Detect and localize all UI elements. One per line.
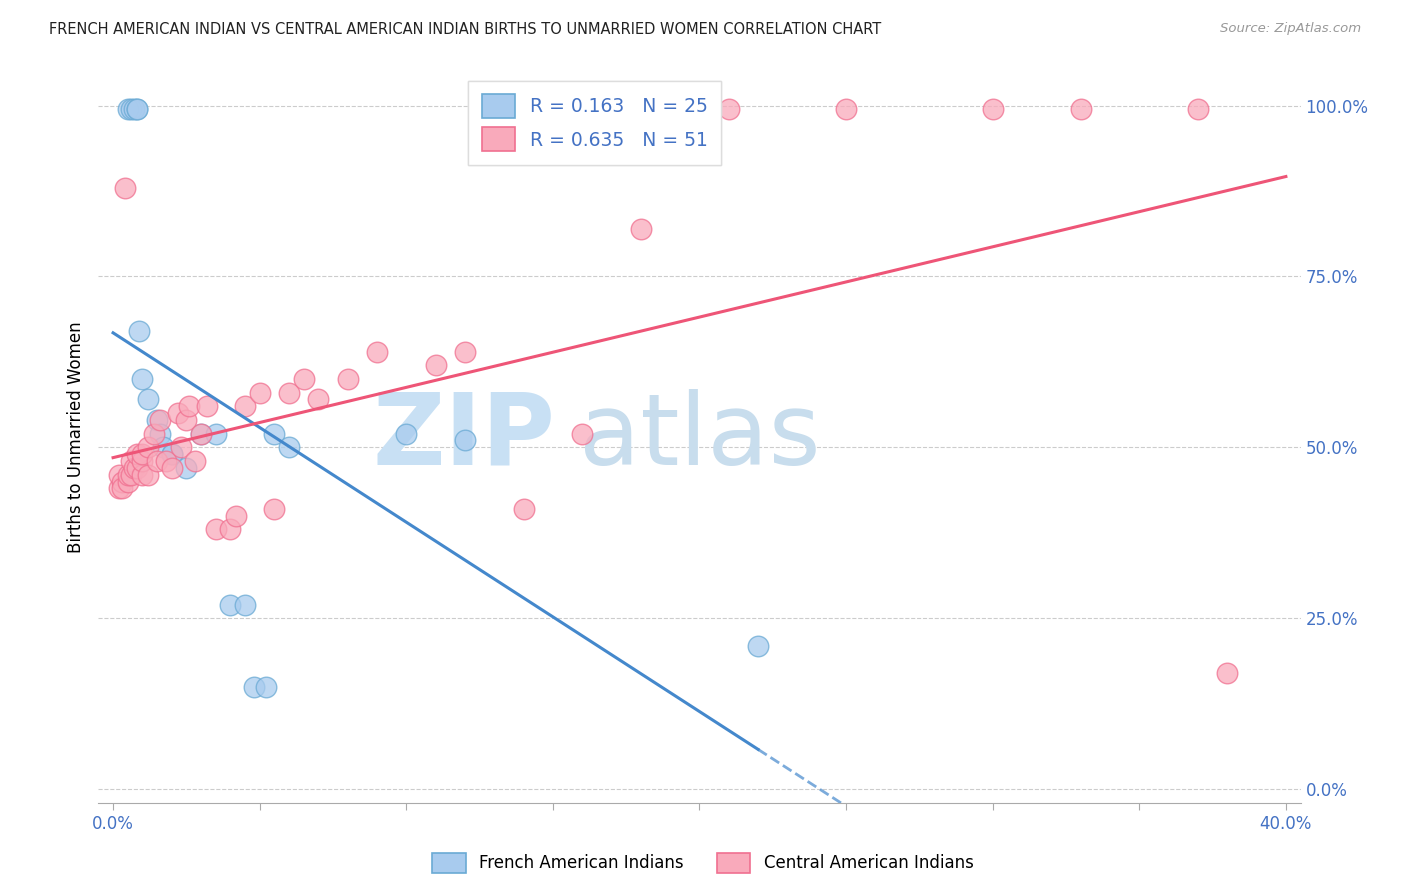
Point	[160, 447, 183, 461]
Point	[630, 221, 652, 235]
Point	[835, 102, 858, 116]
Point	[249, 385, 271, 400]
Point	[117, 467, 139, 482]
Point	[1187, 102, 1209, 116]
Point	[454, 434, 477, 448]
Point	[195, 400, 218, 414]
Point	[117, 102, 139, 116]
Point	[278, 385, 301, 400]
Point	[122, 102, 145, 116]
Point	[219, 522, 242, 536]
Point	[125, 102, 148, 116]
Point	[190, 426, 212, 441]
Point	[131, 454, 153, 468]
Point	[263, 501, 285, 516]
Point	[219, 598, 242, 612]
Point	[120, 454, 142, 468]
Point	[292, 372, 315, 386]
Point	[366, 344, 388, 359]
Point	[149, 426, 172, 441]
Point	[233, 598, 256, 612]
Point	[190, 426, 212, 441]
Point	[176, 460, 198, 475]
Point	[136, 392, 159, 407]
Point	[169, 440, 191, 454]
Point	[225, 508, 247, 523]
Text: Source: ZipAtlas.com: Source: ZipAtlas.com	[1220, 22, 1361, 36]
Point	[160, 460, 183, 475]
Point	[122, 460, 145, 475]
Point	[111, 475, 134, 489]
Point	[146, 454, 169, 468]
Point	[131, 467, 153, 482]
Point	[117, 475, 139, 489]
Point	[149, 413, 172, 427]
Point	[263, 426, 285, 441]
Point	[336, 372, 359, 386]
Point	[307, 392, 329, 407]
Point	[166, 406, 188, 420]
Text: atlas: atlas	[579, 389, 821, 485]
Point	[1070, 102, 1092, 116]
Point	[204, 426, 226, 441]
Point	[176, 413, 198, 427]
Text: ZIP: ZIP	[373, 389, 555, 485]
Point	[233, 400, 256, 414]
Legend: R = 0.163   N = 25, R = 0.635   N = 51: R = 0.163 N = 25, R = 0.635 N = 51	[468, 81, 721, 164]
Point	[155, 454, 177, 468]
Point	[981, 102, 1004, 116]
Point	[184, 454, 207, 468]
Point	[1216, 665, 1239, 680]
Point	[125, 447, 148, 461]
Point	[395, 426, 418, 441]
Point	[111, 481, 134, 495]
Point	[108, 467, 131, 482]
Legend: French American Indians, Central American Indians: French American Indians, Central America…	[426, 847, 980, 880]
Point	[512, 501, 534, 516]
Point	[747, 639, 769, 653]
Point	[125, 460, 148, 475]
Point	[114, 180, 136, 194]
Point	[120, 467, 142, 482]
Point	[160, 447, 183, 461]
Point	[108, 481, 131, 495]
Point	[125, 102, 148, 116]
Point	[146, 413, 169, 427]
Text: FRENCH AMERICAN INDIAN VS CENTRAL AMERICAN INDIAN BIRTHS TO UNMARRIED WOMEN CORR: FRENCH AMERICAN INDIAN VS CENTRAL AMERIC…	[49, 22, 882, 37]
Point	[179, 400, 201, 414]
Point	[278, 440, 301, 454]
Point	[131, 447, 153, 461]
Point	[131, 372, 153, 386]
Point	[571, 426, 593, 441]
Point	[128, 324, 150, 338]
Point	[243, 680, 266, 694]
Point	[120, 102, 142, 116]
Point	[425, 359, 447, 373]
Point	[143, 426, 166, 441]
Point	[717, 102, 740, 116]
Point	[454, 344, 477, 359]
Point	[254, 680, 277, 694]
Point	[136, 440, 159, 454]
Point	[152, 440, 174, 454]
Point	[136, 467, 159, 482]
Point	[204, 522, 226, 536]
Y-axis label: Births to Unmarried Women: Births to Unmarried Women	[66, 321, 84, 553]
